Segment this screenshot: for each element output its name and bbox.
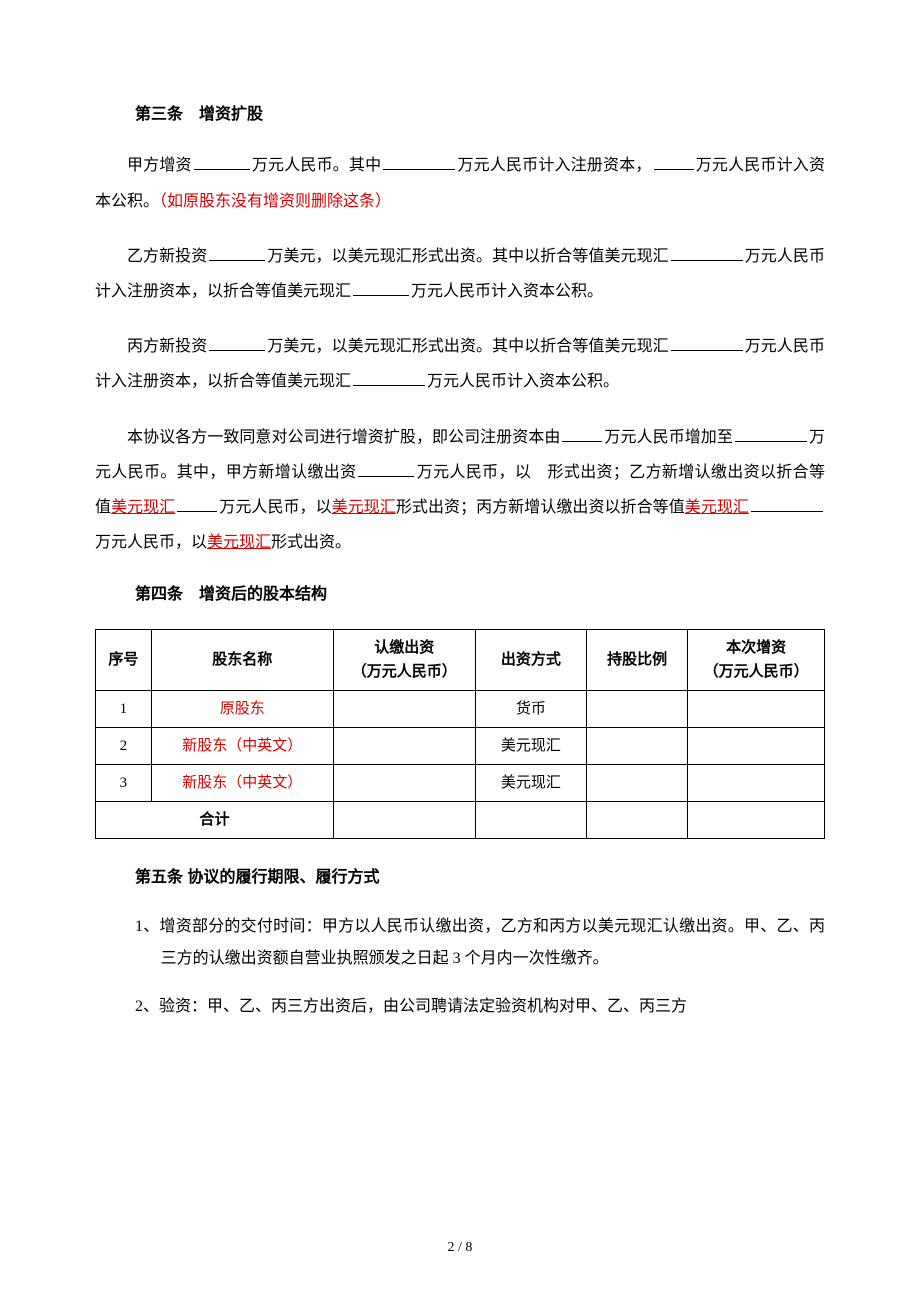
list-number: 2、	[135, 998, 159, 1015]
table-row: 2 新股东（中英文） 美元现汇	[96, 727, 825, 764]
text-fragment: （万元人民币）	[704, 664, 809, 680]
cell-method: 货币	[475, 690, 586, 727]
blank-field	[383, 153, 455, 171]
text-red-underline: 美元现汇	[332, 499, 396, 516]
table-row-total: 合计	[96, 801, 825, 838]
blank-field	[353, 278, 409, 296]
cell-capital	[333, 727, 475, 764]
text-fragment: 本次增资	[726, 640, 786, 656]
col-header-increase: 本次增资 （万元人民币）	[688, 629, 825, 690]
section-3-para-4: 本协议各方一致同意对公司进行增资扩股，即公司注册资本由 万元人民币增加至万元人民币…	[95, 420, 825, 561]
text-fragment: 万元人民币，以	[219, 499, 331, 516]
section-3-title: 第三条 增资扩股	[135, 100, 825, 130]
list-text: 增资部分的交付时间：甲方以人民币认缴出资，乙方和丙方以美元现汇认缴出资。甲、乙、…	[159, 918, 825, 967]
cell-increase	[688, 764, 825, 801]
section-3-para-3: 丙方新投资万美元，以美元现汇形式出资。其中以折合等值美元现汇万元人民币计入注册资…	[95, 329, 825, 399]
table-header-row: 序号 股东名称 认缴出资 （万元人民币） 出资方式 持股比例 本次增资 （万元人民币…	[96, 629, 825, 690]
col-header-method: 出资方式	[475, 629, 586, 690]
text-fragment: 万美元，以美元现汇形式出资。其中以折合等值美元现汇	[267, 248, 668, 265]
note-red: （如原股东没有增资则删除这条）	[159, 193, 391, 210]
cell-index: 2	[96, 727, 152, 764]
cell-ratio	[587, 727, 688, 764]
cell-total-capital	[333, 801, 475, 838]
text-fragment: 本协议各方一致同意对公司进行增资扩股，即公司注册资本由	[127, 429, 560, 446]
cell-total-increase	[688, 801, 825, 838]
page-number: 2 / 8	[0, 1235, 920, 1262]
text-red-underline: 美元现汇	[111, 499, 175, 516]
text-fragment: 万美元，以美元现汇形式出资。其中以折合等值美元现汇	[267, 338, 668, 355]
table-row: 1 原股东 货币	[96, 690, 825, 727]
list-item-body: 2、验资：甲、乙、丙三方出资后，由公司聘请法定验资机构对甲、乙、丙三方	[135, 991, 825, 1023]
cell-shareholder: 新股东（中英文）	[151, 727, 333, 764]
cell-capital	[333, 690, 475, 727]
section-3-para-1: 甲方增资万元人民币。其中万元人民币计入注册资本，万元人民币计入资本公积。（如原股…	[95, 148, 825, 218]
cell-method: 美元现汇	[475, 727, 586, 764]
table-row: 3 新股东（中英文） 美元现汇	[96, 764, 825, 801]
blank-field	[209, 243, 265, 261]
blank-field	[735, 424, 807, 442]
cell-capital	[333, 764, 475, 801]
cell-shareholder: 原股东	[151, 690, 333, 727]
section-5-title: 第五条 协议的履行期限、履行方式	[135, 863, 825, 893]
text-fragment: 形式出资；丙方新增认缴出资以折合等值	[396, 499, 685, 516]
list-item-2: 2、验资：甲、乙、丙三方出资后，由公司聘请法定验资机构对甲、乙、丙三方	[135, 991, 825, 1023]
equity-structure-table: 序号 股东名称 认缴出资 （万元人民币） 出资方式 持股比例 本次增资 （万元人民币…	[95, 629, 825, 839]
blank-field	[177, 494, 217, 512]
blank-field	[194, 153, 250, 171]
blank-field	[671, 334, 743, 352]
text-fragment: 万元人民币增加至	[604, 429, 732, 446]
blank-field	[751, 494, 823, 512]
text-fragment: 万元人民币计入资本公积。	[411, 283, 603, 300]
blank-field	[654, 153, 694, 171]
cell-ratio	[587, 764, 688, 801]
blank-field	[671, 243, 743, 261]
col-header-ratio: 持股比例	[587, 629, 688, 690]
section-3-para-2: 乙方新投资万美元，以美元现汇形式出资。其中以折合等值美元现汇万元人民币计入注册资…	[95, 239, 825, 309]
cell-ratio	[587, 690, 688, 727]
text-fragment: 万元人民币。其中	[252, 157, 382, 174]
blank-field	[358, 459, 414, 477]
blank-field	[562, 424, 602, 442]
text-fragment: 万元人民币计入注册资本，	[457, 157, 651, 174]
blank-field	[209, 334, 265, 352]
list-number: 1、	[135, 918, 159, 935]
col-header-capital: 认缴出资 （万元人民币）	[333, 629, 475, 690]
text-fragment: 认缴出资	[374, 640, 434, 656]
blank-field	[353, 369, 425, 387]
list-item-body: 1、增资部分的交付时间：甲方以人民币认缴出资，乙方和丙方以美元现汇认缴出资。甲、…	[135, 911, 825, 975]
col-header-index: 序号	[96, 629, 152, 690]
list-text: 验资：甲、乙、丙三方出资后，由公司聘请法定验资机构对甲、乙、丙三方	[159, 998, 687, 1015]
section-4-title: 第四条 增资后的股本结构	[135, 580, 825, 610]
cell-index: 3	[96, 764, 152, 801]
cell-total-method	[475, 801, 586, 838]
text-fragment: 万元人民币计入资本公积。	[427, 373, 619, 390]
text-red-underline: 美元现汇	[685, 499, 749, 516]
col-header-shareholder: 股东名称	[151, 629, 333, 690]
text-fragment: 丙方新投资	[127, 338, 207, 355]
cell-total-ratio	[587, 801, 688, 838]
text-fragment: 乙方新投资	[127, 248, 207, 265]
text-fragment: 形式出资。	[271, 534, 351, 551]
text-fragment: （万元人民币）	[352, 664, 457, 680]
cell-method: 美元现汇	[475, 764, 586, 801]
text-red-underline: 美元现汇	[207, 534, 271, 551]
text-fragment: 甲方增资	[127, 157, 192, 174]
list-item-1: 1、增资部分的交付时间：甲方以人民币认缴出资，乙方和丙方以美元现汇认缴出资。甲、…	[135, 911, 825, 975]
cell-shareholder: 新股东（中英文）	[151, 764, 333, 801]
text-fragment: 万元人民币，以	[95, 534, 207, 551]
cell-index: 1	[96, 690, 152, 727]
cell-total-label: 合计	[96, 801, 334, 838]
cell-increase	[688, 727, 825, 764]
cell-increase	[688, 690, 825, 727]
